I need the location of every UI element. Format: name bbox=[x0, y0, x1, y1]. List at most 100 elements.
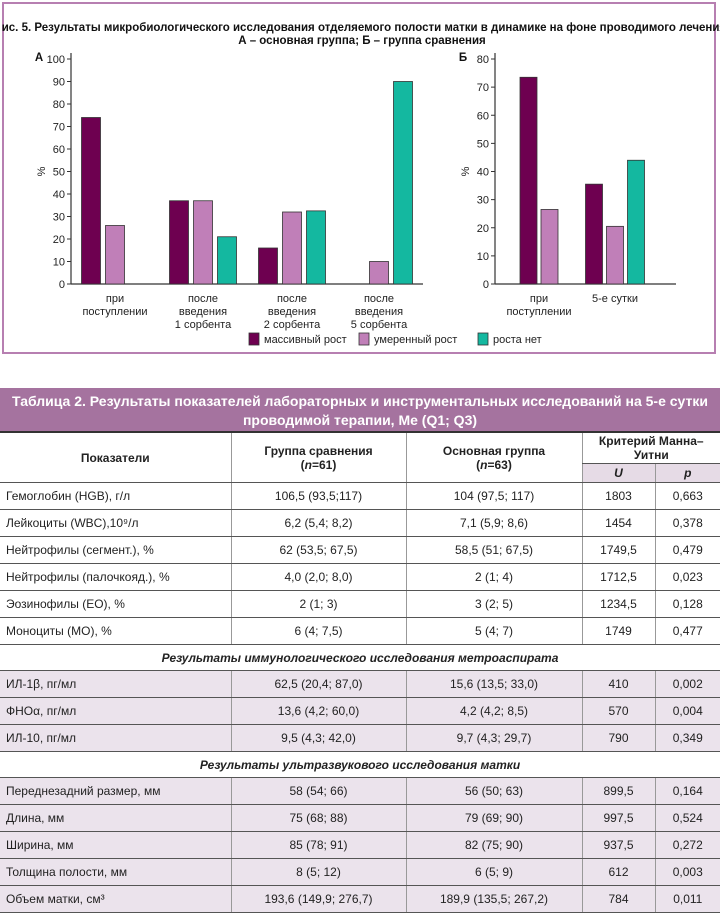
comparison-cell: 85 (78; 91) bbox=[230, 831, 406, 859]
x-category-label: при bbox=[106, 293, 124, 305]
indicator-cell: Переднезадний размер, мм bbox=[0, 777, 231, 805]
u-cell: 1803 bbox=[581, 482, 655, 510]
p-cell: 0,477 bbox=[654, 617, 720, 645]
y-tick-label: 60 bbox=[477, 110, 489, 122]
bar-massive bbox=[585, 183, 603, 285]
indicator-cell: Толщина полости, мм bbox=[0, 858, 231, 886]
table-row: Длина, мм 75 (68; 88) 79 (69; 90) 997,5 0,52… bbox=[0, 804, 720, 832]
y-tick-label: 50 bbox=[53, 167, 65, 179]
p-cell: 0,479 bbox=[654, 536, 720, 564]
main-cell: 2 (1; 4) bbox=[405, 563, 582, 591]
panel-label: Б bbox=[459, 52, 467, 64]
header-p: p bbox=[654, 463, 720, 483]
main-cell: 56 (50; 63) bbox=[405, 777, 582, 805]
legend-swatch bbox=[477, 332, 489, 346]
p-cell: 0,004 bbox=[654, 697, 720, 725]
legend-swatch bbox=[358, 332, 370, 346]
p-cell: 0,003 bbox=[654, 858, 720, 886]
indicator-cell: ИЛ-10, пг/мл bbox=[0, 724, 231, 752]
p-cell: 0,349 bbox=[654, 724, 720, 752]
bar-moderate bbox=[606, 225, 624, 285]
x-category-label: после bbox=[277, 293, 307, 305]
u-cell: 790 bbox=[581, 724, 655, 752]
table-row: Лейкоциты (WBC),10⁹/л 6,2 (5,4; 8,2) 7,1 (… bbox=[0, 509, 720, 537]
comparison-cell: 193,6 (149,9; 276,7) bbox=[230, 885, 406, 913]
bar-moderate bbox=[282, 211, 302, 285]
main-cell: 79 (69; 90) bbox=[405, 804, 582, 832]
bar-moderate bbox=[369, 261, 389, 285]
y-axis-label: % bbox=[36, 166, 48, 176]
u-cell: 997,5 bbox=[581, 804, 655, 832]
bar-none bbox=[217, 236, 237, 285]
p-cell: 0,272 bbox=[654, 831, 720, 859]
main-cell: 58,5 (51; 67,5) bbox=[405, 536, 582, 564]
table-row: Гемоглобин (HGB), г/л 106,5 (93,5;117) 104… bbox=[0, 482, 720, 510]
main-cell: 9,7 (4,3; 29,7) bbox=[405, 724, 582, 752]
indicator-cell: Объем матки, см³ bbox=[0, 885, 231, 913]
header-main-label: Основная группа bbox=[442, 443, 546, 458]
header-mann-whitney: Критерий Манна–Уитни bbox=[581, 433, 720, 464]
y-tick-label: 100 bbox=[47, 54, 65, 66]
y-tick-label: 0 bbox=[483, 279, 489, 291]
indicator-cell: ФНОα, пг/мл bbox=[0, 697, 231, 725]
y-tick-label: 0 bbox=[59, 279, 65, 291]
y-tick-label: 20 bbox=[53, 234, 65, 246]
x-category-label: 5-е сутки bbox=[592, 293, 638, 305]
y-tick-label: 70 bbox=[477, 82, 489, 94]
p-cell: 0,002 bbox=[654, 670, 720, 698]
header-main-n: (n=63) bbox=[476, 457, 512, 472]
table-title-line2: проводимой терапии, Me (Q1; Q3) bbox=[242, 412, 478, 428]
y-tick-label: 80 bbox=[53, 99, 65, 111]
indicator-cell: Нейтрофилы (палочкояд.), % bbox=[0, 563, 231, 591]
bar-moderate bbox=[193, 200, 213, 285]
main-cell: 4,2 (4,2; 8,5) bbox=[405, 697, 582, 725]
x-category-label: введения bbox=[179, 306, 227, 318]
u-cell: 1712,5 bbox=[581, 563, 655, 591]
figure-charts: Рис. 5. Результаты микробиологического и… bbox=[2, 22, 720, 346]
main-cell: 5 (4; 7) bbox=[405, 617, 582, 645]
x-category-label: поступлении bbox=[506, 306, 571, 318]
header-comparison-group: Группа сравнения (n=61) bbox=[230, 433, 406, 483]
y-tick-label: 40 bbox=[477, 167, 489, 179]
indicator-cell: Ширина, мм bbox=[0, 831, 231, 859]
comparison-cell: 106,5 (93,5;117) bbox=[230, 482, 406, 510]
section-heading: Результаты ультразвукового исследования … bbox=[0, 751, 720, 778]
header-comparison-n: (n=61) bbox=[300, 457, 337, 472]
bar-massive bbox=[258, 247, 278, 285]
header-main-group: Основная группа (n=63) bbox=[405, 433, 582, 483]
table-row: ФНОα, пг/мл 13,6 (4,2; 60,0) 4,2 (4,2; 8,5… bbox=[0, 697, 720, 725]
comparison-cell: 58 (54; 66) bbox=[230, 777, 406, 805]
p-cell: 0,663 bbox=[654, 482, 720, 510]
header-u: U bbox=[581, 463, 655, 483]
comparison-cell: 62 (53,5; 67,5) bbox=[230, 536, 406, 564]
x-category-label: 2 сорбента bbox=[264, 319, 321, 331]
u-cell: 1749 bbox=[581, 617, 655, 645]
table-row: Моноциты (МО), % 6 (4; 7,5) 5 (4; 7) 1749 0,… bbox=[0, 617, 720, 645]
y-tick-label: 30 bbox=[53, 212, 65, 224]
bar-none bbox=[393, 81, 413, 285]
main-cell: 3 (2; 5) bbox=[405, 590, 582, 618]
bar-none bbox=[627, 159, 645, 285]
u-cell: 612 bbox=[581, 858, 655, 886]
y-tick-label: 60 bbox=[53, 144, 65, 156]
main-cell: 7,1 (5,9; 8,6) bbox=[405, 509, 582, 537]
y-axis-label: % bbox=[460, 166, 472, 176]
figure-title-line1: Рис. 5. Результаты микробиологического и… bbox=[2, 22, 720, 34]
legend-label: умеренный рост bbox=[374, 334, 457, 346]
u-cell: 1454 bbox=[581, 509, 655, 537]
table-row: ИЛ-1β, пг/мл 62,5 (20,4; 87,0) 15,6 (13,5;… bbox=[0, 670, 720, 698]
legend-label: массивный рост bbox=[264, 334, 347, 346]
y-tick-label: 80 bbox=[477, 54, 489, 66]
bar-massive bbox=[519, 76, 538, 285]
y-tick-label: 30 bbox=[477, 195, 489, 207]
main-cell: 82 (75; 90) bbox=[405, 831, 582, 859]
u-cell: 410 bbox=[581, 670, 655, 698]
comparison-cell: 13,6 (4,2; 60,0) bbox=[230, 697, 406, 725]
comparison-cell: 8 (5; 12) bbox=[230, 858, 406, 886]
bar-moderate bbox=[540, 209, 559, 285]
main-cell: 15,6 (13,5; 33,0) bbox=[405, 670, 582, 698]
table-row: Нейтрофилы (палочкояд.), % 4,0 (2,0; 8,0)… bbox=[0, 563, 720, 591]
indicator-cell: Моноциты (МО), % bbox=[0, 617, 231, 645]
